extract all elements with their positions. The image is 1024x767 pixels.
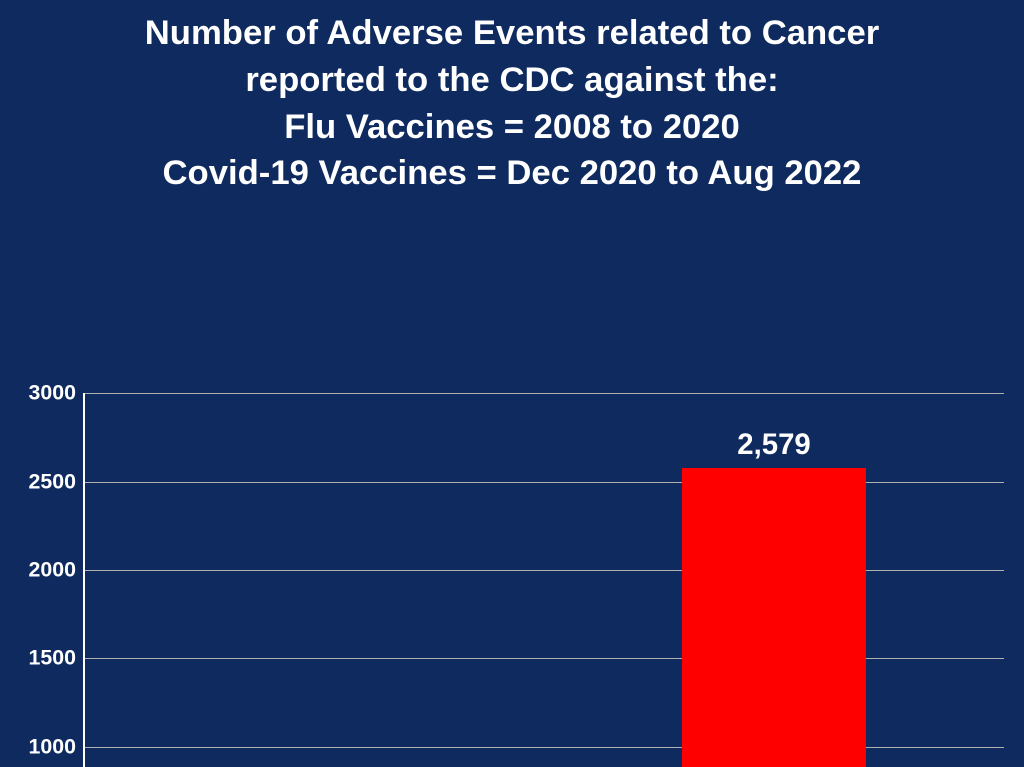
y-tick-label: 3000 <box>29 381 84 406</box>
bar-value-label: 2,579 <box>737 428 810 468</box>
chart-area: 05001000150020002500300064Flu Vaccines2,… <box>0 203 1024 767</box>
grid-line <box>84 747 1004 748</box>
grid-line <box>84 482 1004 483</box>
y-tick-label: 2500 <box>29 469 84 494</box>
y-tick-label: 1500 <box>29 646 84 671</box>
title-line: Number of Adverse Events related to Canc… <box>40 10 984 57</box>
y-tick-label: 2000 <box>29 557 84 582</box>
grid-line <box>84 570 1004 571</box>
title-line: Covid-19 Vaccines = Dec 2020 to Aug 2022 <box>40 150 984 197</box>
bar: 2,579 <box>682 468 866 767</box>
title-line: Flu Vaccines = 2008 to 2020 <box>40 104 984 151</box>
y-axis-line <box>83 393 85 767</box>
chart-title: Number of Adverse Events related to Canc… <box>0 0 1024 203</box>
grid-line <box>84 658 1004 659</box>
grid-line <box>84 393 1004 394</box>
title-line: reported to the CDC against the: <box>40 57 984 104</box>
y-tick-label: 1000 <box>29 734 84 759</box>
plot-area: 05001000150020002500300064Flu Vaccines2,… <box>84 393 1004 767</box>
